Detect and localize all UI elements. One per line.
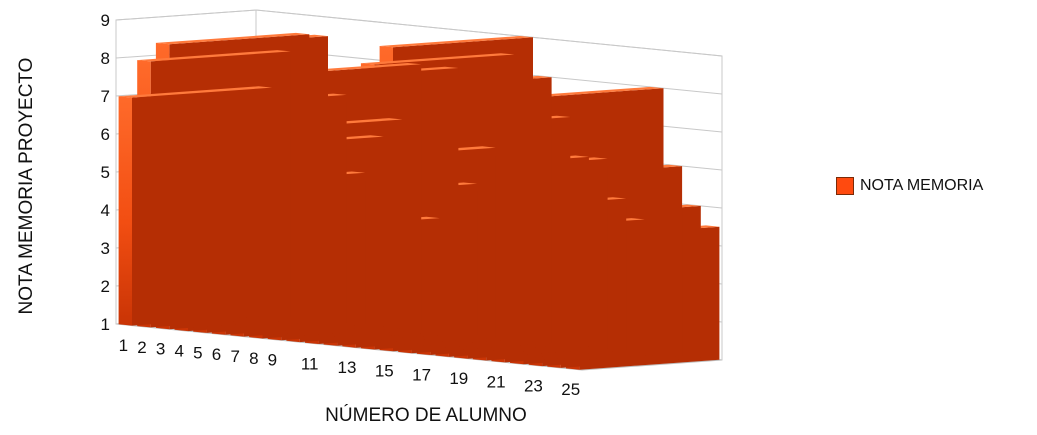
y-tick-label: 3 bbox=[101, 239, 110, 258]
y-tick-label: 1 bbox=[101, 315, 110, 334]
y-tick-label: 9 bbox=[101, 11, 110, 30]
x-tick-label: 9 bbox=[268, 351, 277, 370]
gridline bbox=[115, 9, 723, 57]
legend: NOTA MEMORIA bbox=[836, 177, 983, 195]
bar-top bbox=[155, 32, 310, 45]
x-tick-label: 5 bbox=[193, 343, 202, 362]
legend-label: NOTA MEMORIA bbox=[860, 177, 984, 194]
x-axis-ticks: 1 2 3 4 5 6 7 8 9 11 13 15 17 19 21 23 25 bbox=[119, 336, 581, 399]
y-tick-label: 5 bbox=[101, 163, 110, 182]
y-tick-label: 7 bbox=[101, 87, 110, 106]
bar-series bbox=[118, 32, 720, 370]
x-tick-label: 7 bbox=[230, 347, 239, 366]
bar-top bbox=[137, 50, 291, 62]
x-tick-label: 4 bbox=[174, 341, 183, 360]
bar bbox=[118, 86, 272, 326]
bar-top bbox=[379, 36, 533, 48]
y-tick-label: 4 bbox=[101, 201, 110, 220]
x-tick-label: 11 bbox=[301, 354, 319, 373]
bar-side bbox=[132, 87, 272, 326]
x-tick-label: 1 bbox=[119, 336, 128, 355]
legend-swatch bbox=[836, 177, 854, 195]
x-tick-label: 3 bbox=[156, 340, 165, 359]
y-tick-label: 8 bbox=[101, 49, 110, 68]
bar-front bbox=[118, 96, 132, 326]
x-tick-label: 25 bbox=[561, 380, 580, 399]
x-tick-label: 23 bbox=[524, 376, 543, 395]
x-tick-label: 15 bbox=[375, 362, 394, 381]
x-tick-label: 13 bbox=[338, 358, 357, 377]
bar-top bbox=[360, 53, 515, 65]
x-tick-label: 2 bbox=[137, 338, 146, 357]
y-tick-label: 6 bbox=[101, 125, 110, 144]
y-axis-label: NOTA MEMORIA PROYECTO bbox=[16, 58, 37, 315]
x-axis-label: NÚMERO DE ALUMNO bbox=[325, 404, 527, 426]
x-tick-label: 21 bbox=[487, 373, 506, 392]
x-tick-label: 17 bbox=[412, 365, 431, 384]
y-tick-label: 2 bbox=[101, 277, 110, 296]
y-axis-ticks: 1 2 3 4 5 6 7 8 9 bbox=[101, 11, 110, 334]
bar-top bbox=[118, 86, 272, 98]
x-tick-label: 8 bbox=[249, 349, 258, 368]
x-tick-label: 6 bbox=[212, 345, 221, 364]
x-tick-label: 19 bbox=[449, 369, 468, 388]
